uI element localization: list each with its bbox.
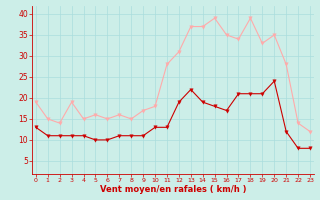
X-axis label: Vent moyen/en rafales ( km/h ): Vent moyen/en rafales ( km/h ) [100, 185, 246, 194]
